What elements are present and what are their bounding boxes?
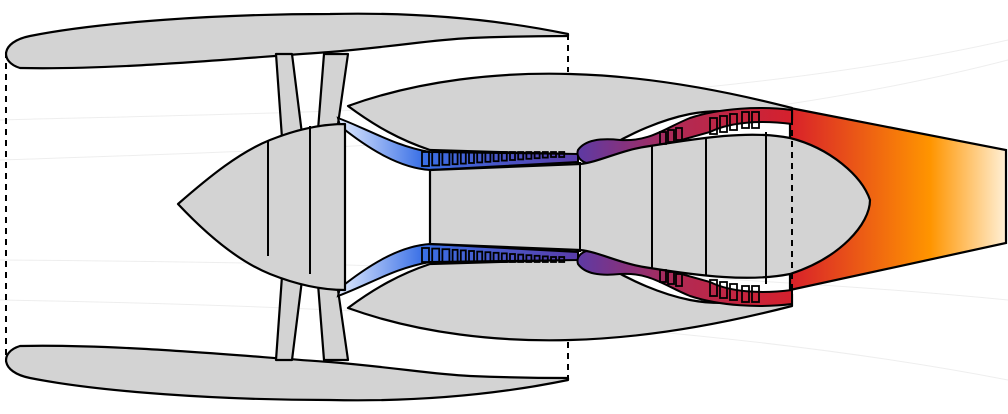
compressor-blade: [550, 151, 557, 158]
compressor-blades-lower: [421, 247, 566, 263]
turbine-blade: [675, 273, 683, 287]
compressor-blade: [509, 253, 516, 263]
compressor-blade: [431, 247, 441, 263]
compressor-blade: [484, 151, 492, 163]
compressor-blade: [500, 252, 508, 263]
turbine-blade: [751, 285, 760, 303]
turbine-blades-lower: [659, 269, 760, 303]
compressor-blade: [525, 151, 533, 160]
compressor-blades-upper: [421, 151, 566, 167]
compressor-blade: [550, 256, 557, 263]
compressor-blade: [421, 247, 430, 263]
turbine-blade: [659, 131, 667, 145]
turbine-blade: [729, 113, 738, 131]
compressor-blade: [533, 254, 541, 263]
turbine-blades-upper: [659, 111, 760, 145]
turbine-blade: [751, 111, 760, 129]
turbine-blade: [667, 271, 675, 285]
compressor-blade: [441, 248, 451, 263]
compressor-blade: [476, 250, 484, 263]
compressor-blade: [517, 253, 525, 263]
compressor-blade: [558, 256, 566, 263]
compressor-blade: [421, 151, 430, 167]
compressor-blade: [509, 151, 516, 161]
turbine-blade: [667, 129, 675, 143]
turbine-blade: [675, 127, 683, 141]
turbine-blade: [709, 279, 718, 297]
compressor-blade: [525, 254, 533, 263]
nacelle-upper: [4, 12, 570, 70]
turbine-blade: [741, 285, 750, 303]
turbine-blade: [659, 269, 667, 283]
compressor-blade: [451, 248, 459, 263]
turbine-blade: [719, 281, 728, 299]
turbine-blade: [741, 111, 750, 129]
compressor-blade: [431, 151, 441, 167]
turbine-blade: [719, 115, 728, 133]
compressor-blade: [468, 250, 475, 263]
compressor-blade: [476, 151, 484, 164]
nacelle-lower: [4, 344, 570, 402]
compressor-blade: [468, 151, 475, 164]
compressor-blade: [459, 151, 467, 165]
compressor-blade: [558, 151, 566, 158]
compressor-blade: [492, 251, 500, 263]
compressor-blade: [500, 151, 508, 162]
compressor-blade: [541, 151, 549, 159]
compressor-blade: [459, 249, 467, 263]
turbine-blade: [729, 283, 738, 301]
spinner: [176, 122, 347, 292]
compressor-blade: [451, 151, 459, 166]
turbine-blade: [709, 117, 718, 135]
core-body: [428, 133, 872, 279]
compressor-blade: [533, 151, 541, 160]
compressor-blade: [517, 151, 525, 161]
compressor-blade: [441, 151, 451, 166]
compressor-blade: [541, 255, 549, 263]
compressor-blade: [484, 251, 492, 263]
compressor-blade: [492, 151, 500, 163]
